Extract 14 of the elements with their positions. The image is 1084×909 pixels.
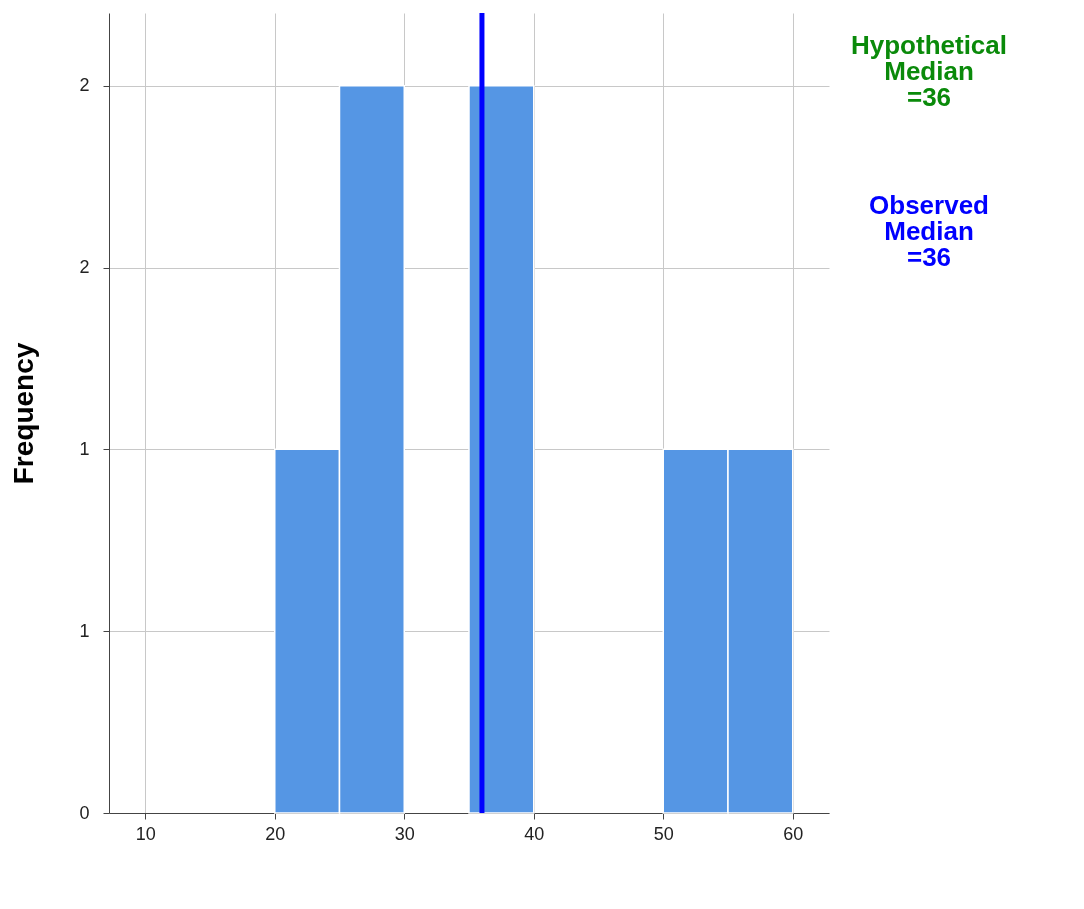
x-tick-label: 30 <box>394 823 415 844</box>
x-tick-label: 20 <box>265 823 286 844</box>
y-tick-label: 2 <box>79 75 90 96</box>
x-tick-label: 40 <box>524 823 545 844</box>
y-tick-label: 1 <box>79 438 90 459</box>
x-tick-label: 50 <box>653 823 674 844</box>
ref-line-label: Observed Median =36 <box>869 190 989 272</box>
x-tick-label: 10 <box>135 823 156 844</box>
y-tick-label: 1 <box>79 620 90 641</box>
x-tick-label: 60 <box>783 823 804 844</box>
text: Hypothetical Median =36 <box>850 30 1008 112</box>
y-axis-title: Frequency <box>8 342 40 485</box>
y-tick-label: 0 <box>79 802 90 823</box>
y-tick-label: 2 <box>79 257 90 278</box>
